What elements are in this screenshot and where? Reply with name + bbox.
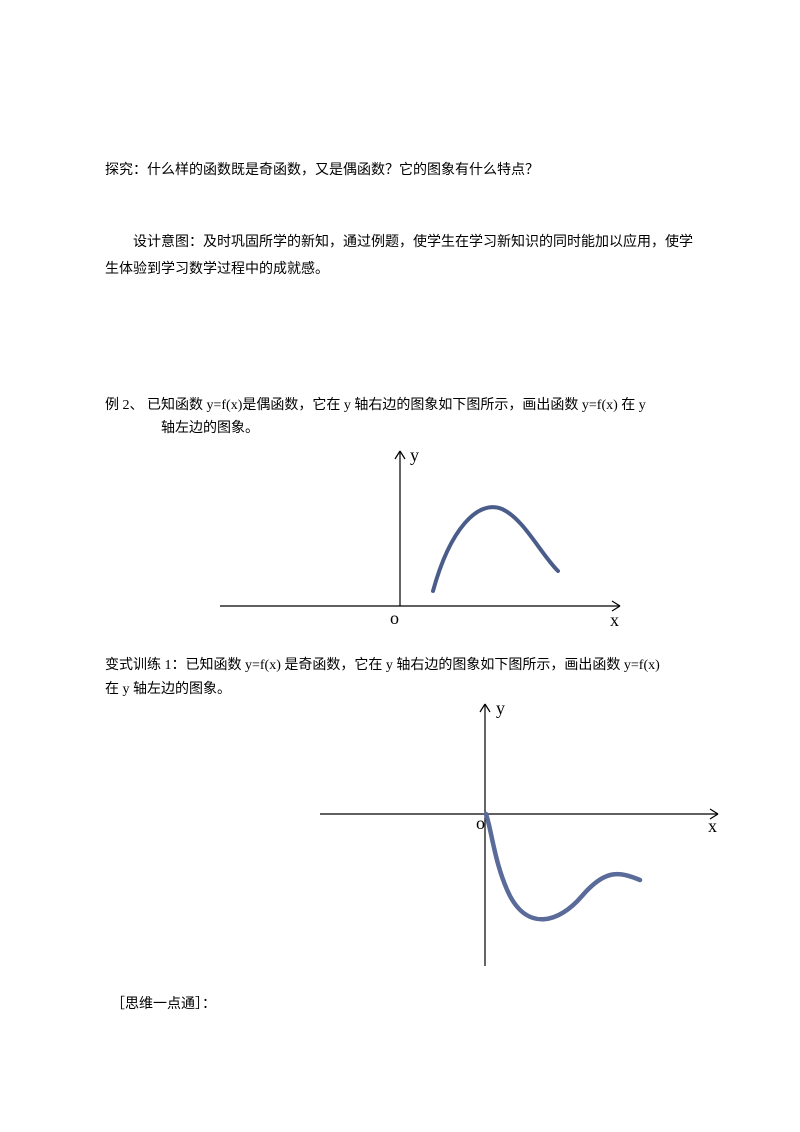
chart-1-svg: y x o: [210, 441, 630, 646]
example-2: 例 2、 已知函数 y=f(x)是偶函数，它在 y 轴右边的图象如下图所示，画出…: [105, 394, 695, 442]
chart-even-function: y x o: [125, 441, 715, 646]
svg-text:o: o: [476, 813, 485, 833]
svg-text:x: x: [708, 816, 717, 836]
thinking-tip: ［思维一点通］：: [105, 994, 695, 1016]
example-2-line2: 轴左边的图象。: [105, 417, 695, 441]
inquiry-question: 探究：什么样的函数既是奇函数，又是偶函数？它的图象有什么特点？: [105, 160, 695, 182]
svg-text:o: o: [390, 608, 399, 628]
svg-text:x: x: [610, 610, 619, 630]
design-intent: 设计意图：及时巩固所学的新知，通过例题，使学生在学习新知识的同时能加以应用，使学…: [105, 230, 695, 283]
variant-training-1: 变式训练 1：已知函数 y=f(x) 是奇函数，它在 y 轴右边的图象如下图所示…: [105, 654, 695, 702]
variant-line1: 变式训练 1：已知函数 y=f(x) 是奇函数，它在 y 轴右边的图象如下图所示…: [105, 654, 695, 678]
svg-text:y: y: [496, 698, 505, 718]
page-content: 探究：什么样的函数既是奇函数，又是偶函数？它的图象有什么特点？ 设计意图：及时巩…: [0, 0, 800, 1016]
svg-text:y: y: [410, 445, 419, 465]
chart-2-svg: y x o: [310, 696, 730, 976]
example-2-line1: 例 2、 已知函数 y=f(x)是偶函数，它在 y 轴右边的图象如下图所示，画出…: [105, 394, 695, 418]
chart-odd-function: y x o: [225, 696, 800, 976]
